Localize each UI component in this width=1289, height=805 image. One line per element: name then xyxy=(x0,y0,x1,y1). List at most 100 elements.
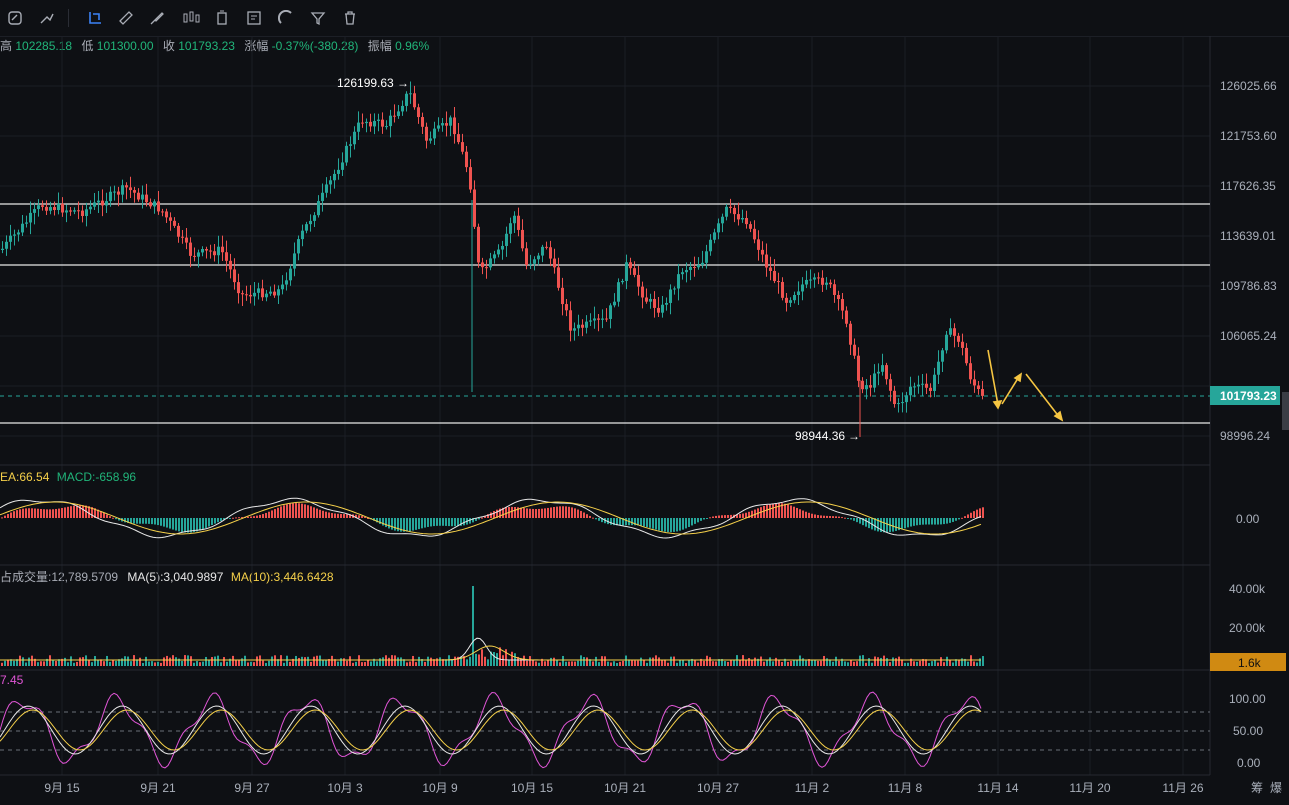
candle-body xyxy=(309,220,312,225)
volume-bar xyxy=(907,662,909,666)
candle-body xyxy=(397,111,400,117)
candle-body xyxy=(73,210,76,212)
macd-histogram-bar xyxy=(823,515,825,518)
axis-scrollbar[interactable] xyxy=(1282,392,1289,430)
macd-histogram-bar xyxy=(682,518,684,530)
macd-histogram-bar xyxy=(31,508,33,518)
candle-body xyxy=(905,395,908,403)
amplitude-value: 0.96% xyxy=(395,39,430,53)
change-label: 涨幅 xyxy=(244,39,269,53)
candle-body xyxy=(137,192,140,200)
macd-histogram-bar xyxy=(790,505,792,518)
macd-histogram-bar xyxy=(643,518,645,527)
low-label: 低 xyxy=(81,39,94,53)
candle-body xyxy=(333,173,336,181)
macd-histogram-bar xyxy=(172,518,174,530)
volume-bar xyxy=(19,655,21,666)
macd-histogram-bar xyxy=(124,518,126,523)
candle-body xyxy=(669,289,672,303)
volume-bar xyxy=(136,659,138,666)
macd-histogram-bar xyxy=(964,516,966,518)
candle-body xyxy=(385,126,388,128)
macd-histogram-bar xyxy=(445,518,447,526)
macd-histogram-bar xyxy=(178,518,180,532)
macd-histogram-bar xyxy=(88,506,90,518)
notes-icon[interactable] xyxy=(243,7,265,29)
volume-bar xyxy=(625,655,627,666)
volume-bar xyxy=(547,659,549,666)
candle-body xyxy=(65,210,68,213)
volume-bar xyxy=(31,655,33,666)
macd-histogram-bar xyxy=(307,505,309,518)
candle-body xyxy=(241,293,244,295)
macd-histogram-bar xyxy=(766,504,768,518)
liquidation-label[interactable]: 爆 xyxy=(1270,781,1282,795)
candle-body xyxy=(417,107,420,118)
volume-bar xyxy=(13,660,15,666)
candle-body xyxy=(705,251,708,263)
macd-histogram-bar xyxy=(154,518,156,525)
macd-histogram-bar xyxy=(79,505,81,518)
ruler-icon[interactable] xyxy=(115,7,137,29)
candle-body xyxy=(745,218,748,225)
candle-body xyxy=(221,246,224,253)
candle-body xyxy=(581,324,584,328)
macd-histogram-bar xyxy=(157,518,159,526)
macd-histogram-bar xyxy=(133,518,135,524)
magnet-icon[interactable] xyxy=(275,7,297,29)
price-axis[interactable]: 126025.66 121753.60 117626.35 113639.01 1097… xyxy=(1220,79,1277,443)
macd-histogram-bar xyxy=(382,518,384,526)
macd-histogram-bar xyxy=(280,506,282,518)
volume-bar xyxy=(523,655,525,666)
candle-body xyxy=(757,239,760,250)
candle-body xyxy=(681,272,684,275)
volume-bar xyxy=(454,656,456,666)
candle-body xyxy=(301,230,304,240)
candle-body xyxy=(917,384,920,387)
volume-bar xyxy=(622,660,624,666)
macd-histogram-bar xyxy=(691,518,693,526)
macd-histogram-bar xyxy=(931,518,933,525)
macd-histogram-bar xyxy=(568,506,570,518)
macd-histogram-bar xyxy=(685,518,687,529)
volume-bar xyxy=(937,662,939,666)
macd-histogram-bar xyxy=(298,503,300,518)
macd-histogram-bar xyxy=(793,506,795,518)
price-tick: 98996.24 xyxy=(1220,429,1270,443)
candle-body xyxy=(133,190,136,193)
line-icon[interactable] xyxy=(84,7,106,29)
volume-bar xyxy=(499,647,501,666)
trash-icon[interactable] xyxy=(339,7,361,29)
candle-body xyxy=(809,279,812,281)
layout-icon[interactable] xyxy=(4,7,26,29)
macd-histogram-bar xyxy=(481,517,483,519)
filter-icon[interactable] xyxy=(307,7,329,29)
candle-body xyxy=(189,242,192,256)
brush-icon[interactable] xyxy=(146,7,168,29)
macd-histogram-bar xyxy=(520,507,522,518)
macd-histogram-bar xyxy=(517,507,519,518)
volume-bar xyxy=(574,661,576,666)
volume-bar xyxy=(220,662,222,666)
macd-histogram-bar xyxy=(892,518,894,532)
volume-bar xyxy=(916,661,918,666)
candle-body xyxy=(377,119,380,121)
candle-body xyxy=(825,282,828,285)
chip-distribution-label[interactable]: 筹 xyxy=(1251,781,1263,795)
candles-icon[interactable] xyxy=(180,7,202,29)
forecast-arrows[interactable] xyxy=(987,349,1064,422)
drawing-tools-icon[interactable] xyxy=(36,7,58,29)
candle-body xyxy=(409,93,412,95)
volume-bar xyxy=(868,658,870,666)
candle-body xyxy=(177,225,180,237)
candle-body xyxy=(413,93,416,108)
timer-icon[interactable] xyxy=(211,7,233,29)
candle-body xyxy=(101,200,104,206)
macd-histogram-bar xyxy=(781,503,783,518)
candle-body xyxy=(513,215,516,224)
time-axis[interactable]: 9月 15 9月 21 9月 27 10月 3 10月 9 10月 15 10月 21 10月… xyxy=(44,781,1204,795)
candle-body xyxy=(353,131,356,145)
volume-bar xyxy=(427,656,429,666)
volume-bar xyxy=(157,661,159,666)
